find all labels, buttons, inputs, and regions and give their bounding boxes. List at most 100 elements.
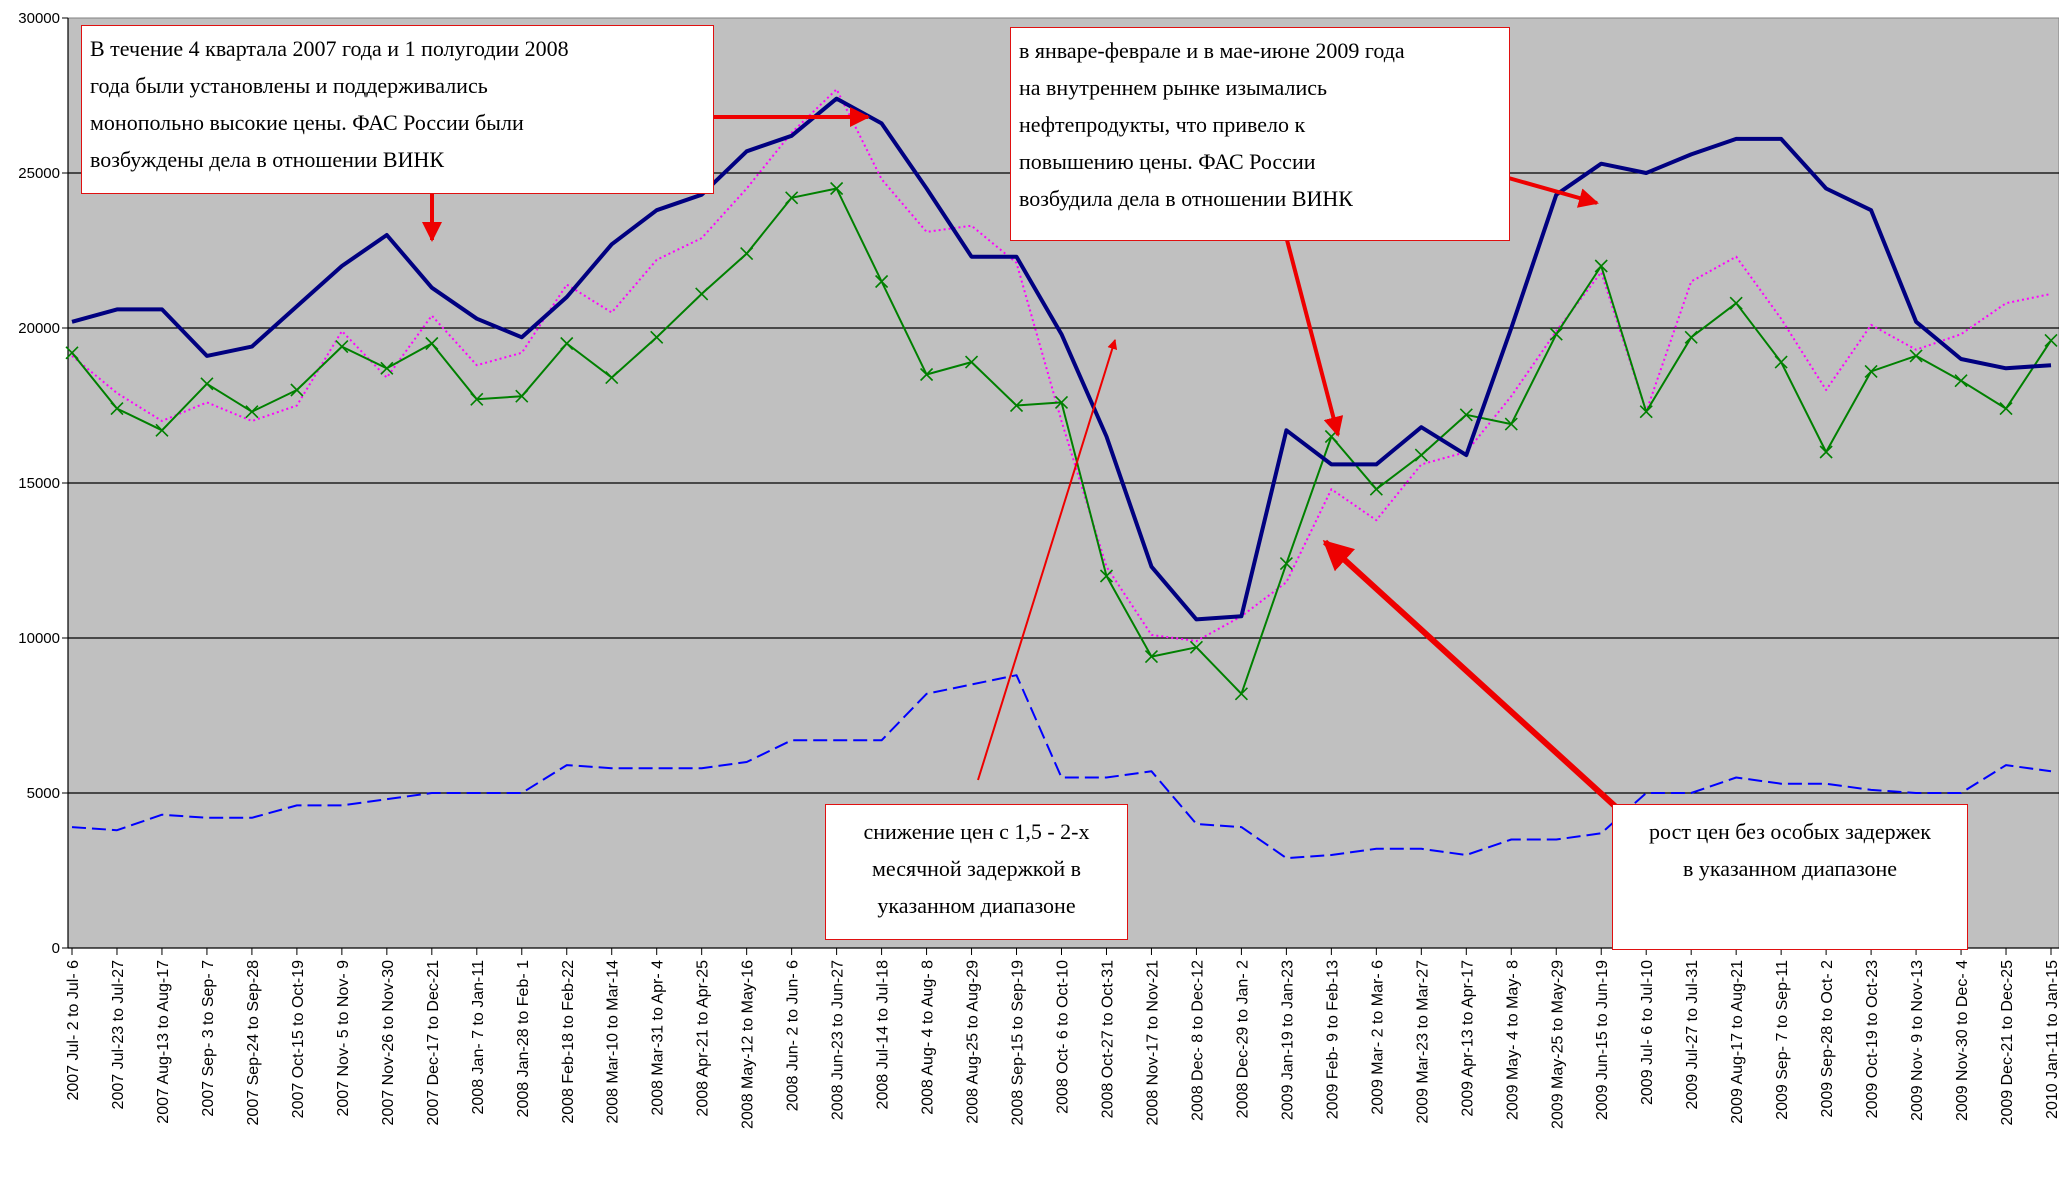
series-line-3 (71, 674, 2052, 860)
x-tick-label: 2008 Jan- 7 to Jan-11 (470, 960, 487, 1115)
x-marker (1684, 330, 1698, 344)
x-tick-label: 2008 Mar-31 to Apr- 4 (650, 960, 667, 1116)
x-tick-label: 2010 Jan-11 to Jan-15 (2044, 960, 2059, 1119)
x-marker (1099, 569, 1114, 583)
x-tick-label: 2009 Jul-27 to Jul-31 (1684, 960, 1701, 1110)
x-tick-label: 2007 Nov- 5 to Nov- 9 (335, 960, 352, 1117)
x-tick-label: 2008 Feb-18 to Feb-22 (560, 960, 577, 1124)
x-marker (2044, 333, 2058, 347)
x-tick-label: 2009 Aug-17 to Aug-21 (1729, 960, 1746, 1124)
x-marker (1279, 557, 1293, 571)
x-marker (515, 389, 529, 403)
x-tick-label: 2008 Dec-29 to Jan- 2 (1234, 960, 1251, 1118)
y-tick-label: 25000 (18, 165, 60, 182)
x-marker (920, 367, 934, 382)
x-tick-label: 2007 Dec-17 to Dec-21 (425, 960, 442, 1126)
x-tick-label: 2009 Mar- 2 to Mar- 6 (1369, 960, 1386, 1115)
x-tick-label: 2008 Aug- 4 to Aug- 8 (920, 960, 937, 1115)
x-marker (1594, 259, 1608, 273)
x-tick-label: 2009 Nov-30 to Dec- 4 (1954, 960, 1971, 1121)
x-marker (1459, 408, 1473, 422)
x-tick-label: 2008 Dec- 8 to Dec-12 (1189, 960, 1206, 1121)
annotation-line: нефтепродукты, что привело к (1019, 112, 1306, 137)
x-tick-label: 2009 May- 4 to May- 8 (1504, 960, 1521, 1120)
x-marker (560, 336, 574, 351)
x-marker (1234, 687, 1248, 701)
x-marker (1189, 640, 1203, 654)
x-tick-label: 2009 Jun-15 to Jun-19 (1594, 960, 1611, 1120)
x-tick-label: 2009 Sep-28 to Oct- 2 (1819, 960, 1836, 1118)
x-tick-label: 2009 Dec-21 to Dec-25 (1999, 960, 2016, 1126)
x-tick-label: 2008 Jul-14 to Jul-18 (875, 960, 892, 1110)
annotation-arrows (422, 107, 1620, 811)
x-marker (470, 392, 484, 406)
x-tick-label: 2009 Apr-13 to Apr-17 (1459, 960, 1476, 1117)
x-tick-label: 2009 Mar-23 to Mar-27 (1414, 960, 1431, 1124)
y-tick-label: 15000 (18, 475, 60, 492)
x-marker (1144, 650, 1159, 664)
x-tick-label: 2008 Oct-27 to Oct-31 (1099, 960, 1116, 1118)
annotation-line: на внутреннем рынке изымались (1019, 75, 1328, 100)
x-tick-label: 2009 Jan-19 to Jan-23 (1279, 960, 1296, 1120)
annotation-line: снижение цен с 1,5 - 2-х (863, 819, 1090, 844)
x-tick-label: 2009 May-25 to May-29 (1549, 960, 1566, 1129)
x-marker (740, 247, 754, 261)
y-tick-label: 5000 (27, 785, 60, 802)
arrow-to-price-drop (977, 339, 1118, 781)
x-marker (335, 340, 349, 354)
x-marker (380, 361, 394, 375)
annotation-box-2009: в январе-феврале и в мае-июне 2009 года … (1010, 27, 1510, 241)
x-tick-label: 2008 Jun- 2 to Jun- 6 (785, 960, 802, 1111)
annotation-line: возбудила дела в отношении ВИНК (1019, 186, 1353, 211)
x-marker (1864, 364, 1878, 378)
x-marker (1369, 482, 1383, 496)
x-axis-ticks: 2007 Jul- 2 to Jul- 6 2007 Jul-23 to Jul-… (65, 948, 2059, 1129)
x-marker (785, 191, 799, 205)
x-marker (650, 330, 664, 344)
annotation-line: в январе-феврале и в мае-июне 2009 года (1019, 38, 1405, 63)
x-marker (1549, 327, 1563, 341)
annotation-line: месячной задержкой в (871, 856, 1082, 881)
x-marker (65, 346, 79, 360)
x-tick-label: 2008 Mar-10 to Mar-14 (605, 960, 622, 1124)
x-tick-label: 2008 Aug-25 to Aug-29 (965, 960, 982, 1124)
x-marker (1999, 402, 2013, 416)
annotation-box-price-rise: рост цен без особых задержек в указанном… (1612, 804, 1968, 950)
x-marker (1729, 296, 1743, 310)
x-tick-label: 2008 Nov-17 to Nov-21 (1144, 960, 1161, 1126)
x-tick-label: 2008 May-12 to May-16 (740, 960, 757, 1129)
x-tick-label: 2009 Feb- 9 to Feb-13 (1324, 960, 1341, 1119)
x-marker (1504, 417, 1518, 431)
x-marker (425, 336, 439, 351)
x-marker (1819, 445, 1833, 459)
x-tick-label: 2007 Oct-15 to Oct-19 (290, 960, 307, 1118)
x-marker (1414, 448, 1428, 462)
y-tick-label: 30000 (18, 10, 60, 27)
x-marker (605, 371, 619, 385)
arrow-to-2009-jun (1504, 175, 1599, 208)
x-marker (1774, 355, 1788, 369)
x-marker (200, 377, 214, 391)
annotation-line: рост цен без особых задержек (1649, 819, 1931, 844)
annotation-box-price-drop: снижение цен с 1,5 - 2-х месячной задерж… (825, 804, 1128, 940)
x-tick-label: 2009 Oct-19 to Oct-23 (1864, 960, 1881, 1118)
x-tick-label: 2008 Jan-28 to Feb- 1 (515, 960, 532, 1118)
annotation-line: возбуждены дела в отношении ВИНК (90, 147, 445, 172)
x-marker (245, 405, 259, 419)
arrow-to-price-rise (1322, 539, 1620, 811)
annotation-line: монопольно высокие цены. ФАС России были (90, 110, 524, 135)
annotation-line: повышению цены. ФАС России (1019, 149, 1316, 174)
x-tick-label: 2008 Apr-21 to Apr-25 (695, 960, 712, 1117)
series-lines (65, 88, 2058, 860)
y-tick-label: 0 (52, 940, 60, 957)
series-line-0 (71, 96, 2052, 622)
x-marker (1009, 398, 1024, 413)
x-tick-label: 2007 Jul-23 to Jul-27 (110, 960, 127, 1110)
x-marker (695, 287, 709, 301)
x-tick-label: 2009 Sep- 7 to Sep-11 (1774, 960, 1791, 1120)
annotation-box-2007-2008: В течение 4 квартала 2007 года и 1 полуг… (81, 25, 714, 194)
series-line-1 (71, 88, 2052, 643)
x-tick-label: 2007 Sep-24 to Sep-28 (245, 960, 262, 1126)
annotation-line: В течение 4 квартала 2007 года и 1 полуг… (90, 36, 569, 61)
